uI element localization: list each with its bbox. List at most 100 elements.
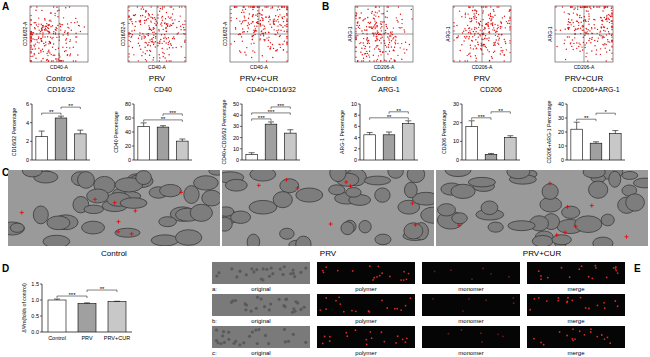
flow-event — [148, 15, 149, 16]
flow-event — [286, 31, 287, 32]
flow-event — [166, 23, 167, 24]
marker — [574, 224, 578, 228]
flow-event — [268, 31, 269, 32]
flow-event — [242, 9, 243, 10]
flow-event — [611, 16, 612, 17]
bar-marks — [246, 122, 296, 160]
flow-event — [163, 38, 164, 39]
flow-event — [241, 12, 242, 13]
flow-event — [562, 6, 563, 7]
flow-title: PRV — [149, 74, 166, 83]
flow-event — [162, 20, 163, 21]
flow-event — [252, 36, 253, 37]
flow-event — [249, 24, 250, 25]
mitochondrion — [250, 170, 276, 181]
flow-event — [591, 28, 592, 29]
flow-event — [465, 37, 466, 38]
cell-spot — [571, 300, 573, 302]
flow-event — [134, 15, 135, 16]
flow-event — [369, 46, 370, 47]
flow-event — [509, 10, 510, 11]
flow-event — [377, 59, 378, 60]
flow-event — [584, 19, 585, 20]
flow-event — [493, 27, 494, 28]
flow-event — [503, 60, 504, 61]
flow-event — [357, 60, 358, 61]
flow-event — [603, 6, 604, 7]
flow-event — [363, 60, 364, 61]
quadrant-line — [453, 34, 511, 35]
flow-event — [131, 21, 132, 22]
cell-spot — [263, 305, 266, 308]
flow-event — [33, 32, 34, 33]
flow-event — [580, 7, 581, 8]
cell-spot — [223, 341, 226, 344]
flow-event — [272, 6, 273, 7]
flow-event — [496, 6, 497, 7]
cell-spot — [588, 276, 590, 278]
flow-title: Control — [46, 74, 72, 83]
flow-event — [250, 6, 251, 7]
flow-event — [456, 25, 457, 26]
flow-event — [242, 21, 243, 22]
flow-event — [43, 51, 44, 52]
cell-spot — [396, 308, 398, 310]
flow-event — [602, 44, 603, 45]
flow-event — [69, 6, 70, 7]
flow-event — [476, 19, 477, 20]
cell-spot — [540, 278, 542, 280]
flow-event — [506, 21, 507, 22]
cell-spot — [595, 267, 597, 269]
cell-spot — [293, 310, 296, 313]
x-tick-label: PRV+CUR — [104, 335, 130, 341]
flow-event — [611, 20, 612, 21]
flow-event — [150, 51, 151, 52]
cell-spot — [409, 297, 411, 299]
flow-event — [374, 18, 375, 19]
flow-event — [47, 30, 48, 31]
flow-event — [41, 41, 42, 42]
flow-event — [243, 31, 244, 32]
flow-event — [581, 17, 582, 18]
cell-spot — [299, 308, 302, 311]
flow-event — [375, 6, 376, 7]
flow-event — [281, 6, 282, 7]
flow-event — [257, 6, 258, 7]
flow-event — [59, 56, 60, 57]
flow-event — [589, 38, 590, 39]
flow-event — [30, 38, 31, 39]
flow-event — [244, 15, 245, 16]
y-tick-label: 10 — [233, 146, 239, 152]
flow-event — [38, 23, 39, 24]
column-label: original — [251, 286, 270, 292]
cell-spot — [219, 342, 222, 345]
flow-event — [500, 21, 501, 22]
flow-event — [128, 17, 129, 18]
flow-event — [404, 31, 405, 32]
bar — [75, 134, 87, 160]
mitochondrion — [508, 221, 535, 231]
flow-event — [256, 22, 257, 23]
cell-spot — [490, 273, 492, 275]
y-tick — [30, 104, 32, 105]
flow-event — [469, 30, 470, 31]
flow-event — [386, 26, 387, 27]
significance-label: *** — [267, 109, 275, 115]
marker — [93, 197, 97, 201]
flow-event — [611, 7, 612, 8]
flow-event — [235, 27, 236, 28]
flow-event — [36, 39, 37, 40]
flow-event — [184, 41, 185, 42]
flow-event — [30, 31, 31, 32]
mitochondrion — [190, 204, 212, 221]
flow-event — [584, 34, 585, 35]
cell-spot — [325, 297, 327, 299]
flow-event — [140, 24, 141, 25]
marker — [133, 209, 137, 213]
flow-event — [385, 32, 386, 33]
flow-event — [30, 44, 31, 45]
flow-event — [286, 6, 287, 7]
error-bar — [141, 123, 147, 127]
flow-event — [401, 19, 402, 20]
flow-event — [475, 60, 476, 61]
